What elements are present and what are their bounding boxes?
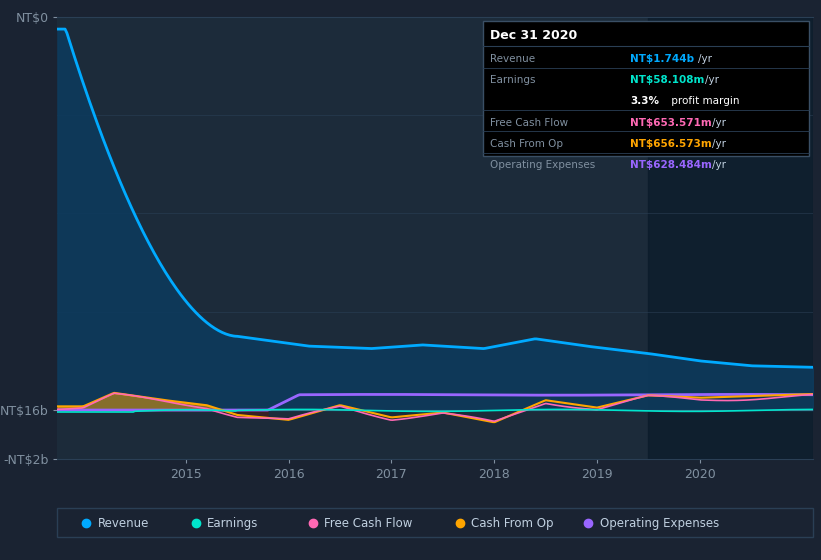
Text: /yr: /yr [712,139,726,149]
Text: /yr: /yr [712,160,726,170]
Text: Revenue: Revenue [490,54,535,64]
Text: Operating Expenses: Operating Expenses [600,517,719,530]
Text: Earnings: Earnings [490,75,536,85]
Text: 3.3%: 3.3% [630,96,659,106]
Text: Cash From Op: Cash From Op [471,517,554,530]
Text: NT$653.571m: NT$653.571m [630,118,715,128]
Bar [649,17,813,459]
Text: NT$656.573m: NT$656.573m [630,139,715,149]
Text: /yr: /yr [712,118,726,128]
Text: NT$628.484m: NT$628.484m [630,160,716,170]
Text: NT$58.108m: NT$58.108m [630,75,708,85]
Text: Operating Expenses: Operating Expenses [490,160,595,170]
Text: /yr: /yr [698,54,712,64]
Text: Free Cash Flow: Free Cash Flow [490,118,568,128]
FancyBboxPatch shape [483,21,809,156]
Text: profit margin: profit margin [667,96,739,106]
Text: Dec 31 2020: Dec 31 2020 [490,29,577,43]
Text: Earnings: Earnings [207,517,259,530]
Text: Free Cash Flow: Free Cash Flow [324,517,412,530]
Text: Cash From Op: Cash From Op [490,139,563,149]
Text: /yr: /yr [704,75,718,85]
Text: NT$1.744b: NT$1.744b [630,54,698,64]
Text: Revenue: Revenue [98,517,149,530]
